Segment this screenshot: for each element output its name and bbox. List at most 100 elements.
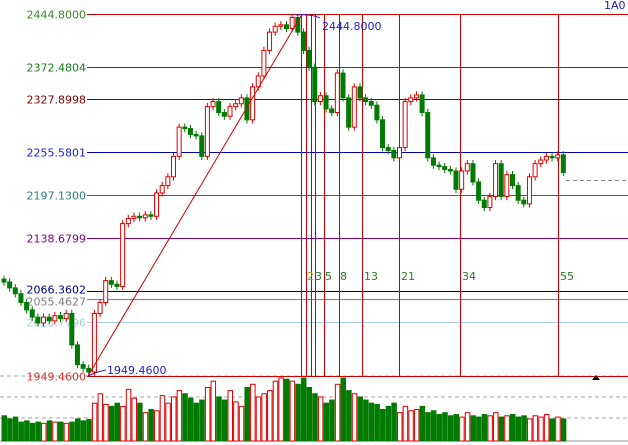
- low-pointer: [87, 369, 107, 377]
- scroll-marker-icon[interactable]: [592, 375, 600, 380]
- candle-down: [329, 108, 335, 114]
- candle-up: [267, 31, 273, 51]
- fib-level-label: 2372.4804: [27, 62, 87, 75]
- volume-bar: [176, 390, 183, 442]
- candle-down: [108, 280, 114, 285]
- candle-up: [250, 86, 256, 121]
- candle-down: [430, 157, 436, 166]
- volume-bar: [419, 405, 426, 442]
- volume-bar: [108, 405, 115, 442]
- candle-up: [125, 217, 131, 225]
- candle-up: [120, 223, 126, 287]
- volume-bar: [504, 415, 510, 442]
- candle-up: [543, 155, 549, 161]
- candle-up: [103, 280, 109, 304]
- volume-bar: [555, 416, 561, 442]
- candle-down: [436, 164, 442, 168]
- volume-bar: [436, 414, 443, 442]
- candle-up: [227, 106, 233, 117]
- volume-bar: [368, 402, 375, 442]
- volume-bar: [470, 415, 476, 442]
- candle-down: [368, 101, 374, 106]
- volume-bar: [306, 386, 313, 442]
- volume-bar: [63, 422, 70, 442]
- candle-up: [538, 159, 544, 165]
- volume-bar: [453, 414, 459, 442]
- annotations: 1949.4600 2444.8000: [87, 14, 628, 377]
- volume-bar: [374, 403, 380, 442]
- volume-bar: [284, 378, 290, 442]
- volume-bar: [233, 401, 239, 442]
- volume-bar: [560, 418, 567, 442]
- volume-bar: [289, 380, 296, 442]
- candle-down: [549, 155, 555, 159]
- volume-bar: [278, 377, 284, 442]
- volume-bar: [159, 395, 166, 442]
- candle-up: [408, 97, 414, 103]
- fib-time-label: 8: [340, 270, 347, 283]
- volume-bar: [295, 383, 301, 442]
- candle-down: [29, 309, 35, 318]
- volume-bar: [154, 410, 160, 442]
- volume-bar: [487, 415, 493, 442]
- volume-bar: [510, 414, 516, 442]
- volume-bar: [12, 416, 19, 442]
- candle-down: [58, 315, 63, 320]
- candle-down: [80, 364, 86, 369]
- volume-bar: [408, 410, 414, 442]
- volume-bar: [521, 415, 527, 442]
- candle-up: [334, 72, 340, 114]
- candle-up: [159, 185, 165, 194]
- volume-bar: [346, 390, 352, 442]
- volume-bar: [165, 402, 171, 442]
- candle-down: [385, 147, 391, 152]
- volume-bar: [430, 410, 437, 442]
- volume-bar: [7, 418, 13, 442]
- volume-bar: [380, 409, 386, 442]
- trend-diagonal-line: [87, 15, 302, 377]
- candle-up: [289, 17, 295, 29]
- fibonacci-retracement-lines: 2444.8000 2372.4804 2327.8998 2255.5801 2197…: [27, 9, 628, 384]
- candle-up: [272, 25, 278, 33]
- volume-bar: [97, 393, 104, 442]
- candle-down: [24, 302, 30, 311]
- candle-down: [510, 174, 515, 187]
- candle-up: [52, 315, 58, 322]
- candle-down: [137, 215, 143, 219]
- candle-up: [261, 49, 267, 77]
- volume-bar: [515, 416, 522, 442]
- candle-up: [317, 95, 323, 103]
- volume-bar: [526, 418, 533, 442]
- candle-down: [521, 199, 527, 205]
- volume-bar: [385, 405, 392, 442]
- candle-up: [532, 163, 538, 178]
- candle-down: [114, 283, 120, 287]
- candle-up: [402, 101, 408, 149]
- candle-up: [397, 147, 402, 159]
- volume-bar: [498, 416, 505, 442]
- candle-down: [447, 169, 453, 172]
- candle-down: [221, 112, 227, 117]
- volume-bar: [131, 397, 137, 442]
- volume-bar: [91, 402, 98, 442]
- candle-up: [63, 312, 69, 320]
- fib-time-label: 55: [560, 270, 574, 283]
- volume-bar: [323, 402, 330, 442]
- candle-up: [413, 94, 419, 99]
- high-annotation: 2444.8000: [322, 20, 382, 33]
- candle-down: [46, 316, 52, 322]
- candle-up: [233, 103, 239, 108]
- candle-down: [244, 97, 250, 121]
- volume-bar: [261, 393, 267, 442]
- candle-down: [380, 119, 386, 149]
- volume-bar: [312, 393, 318, 442]
- volume-bar: [1, 415, 7, 442]
- candle-down: [515, 185, 521, 201]
- volume-bar: [459, 416, 465, 442]
- candle-down: [453, 170, 459, 190]
- candle-up: [459, 170, 465, 190]
- fib-time-label: 21: [401, 270, 415, 283]
- volume-bar: [238, 405, 245, 442]
- candle-up: [171, 155, 176, 178]
